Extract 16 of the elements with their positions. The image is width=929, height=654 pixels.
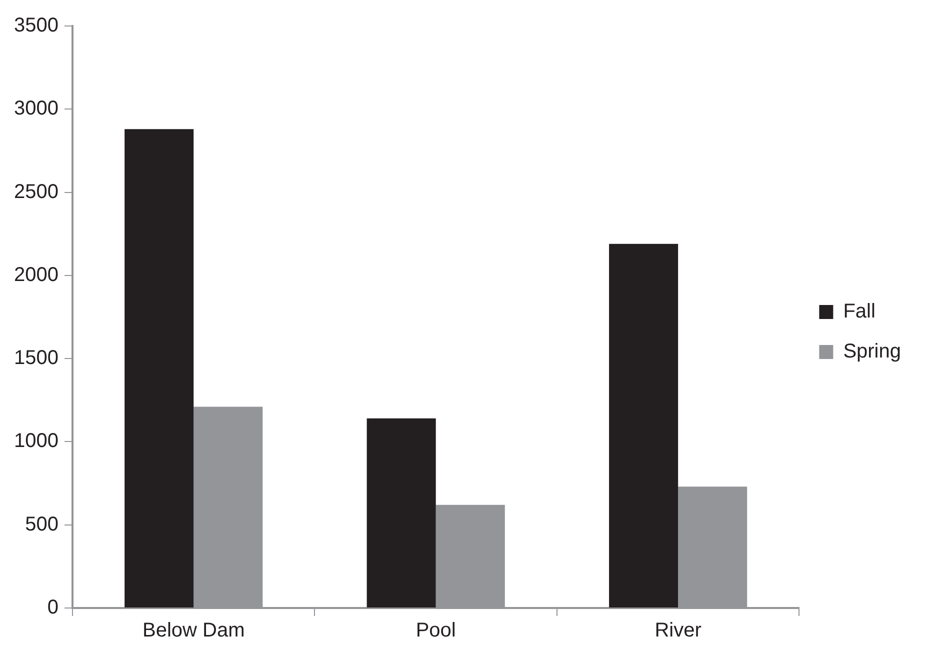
legend-label: Fall [843, 300, 876, 323]
x-tick-label: Pool [416, 620, 456, 642]
y-tick-label: 0 [47, 596, 58, 619]
y-tick-label: 1000 [14, 430, 58, 452]
y-tick-label: 3500 [14, 14, 58, 37]
legend-label: Spring [843, 340, 901, 363]
bar [366, 418, 436, 608]
y-tick-label: 2500 [14, 180, 58, 203]
x-tick-label: Below Dam [142, 620, 245, 642]
y-tick-label: 500 [25, 513, 58, 536]
y-tick-label: 2000 [14, 264, 58, 286]
bar [609, 244, 678, 608]
y-tick-label: 1500 [14, 347, 58, 370]
bar [124, 129, 194, 608]
x-tick-label: River [654, 620, 702, 642]
y-tick-label: 3000 [14, 98, 58, 120]
